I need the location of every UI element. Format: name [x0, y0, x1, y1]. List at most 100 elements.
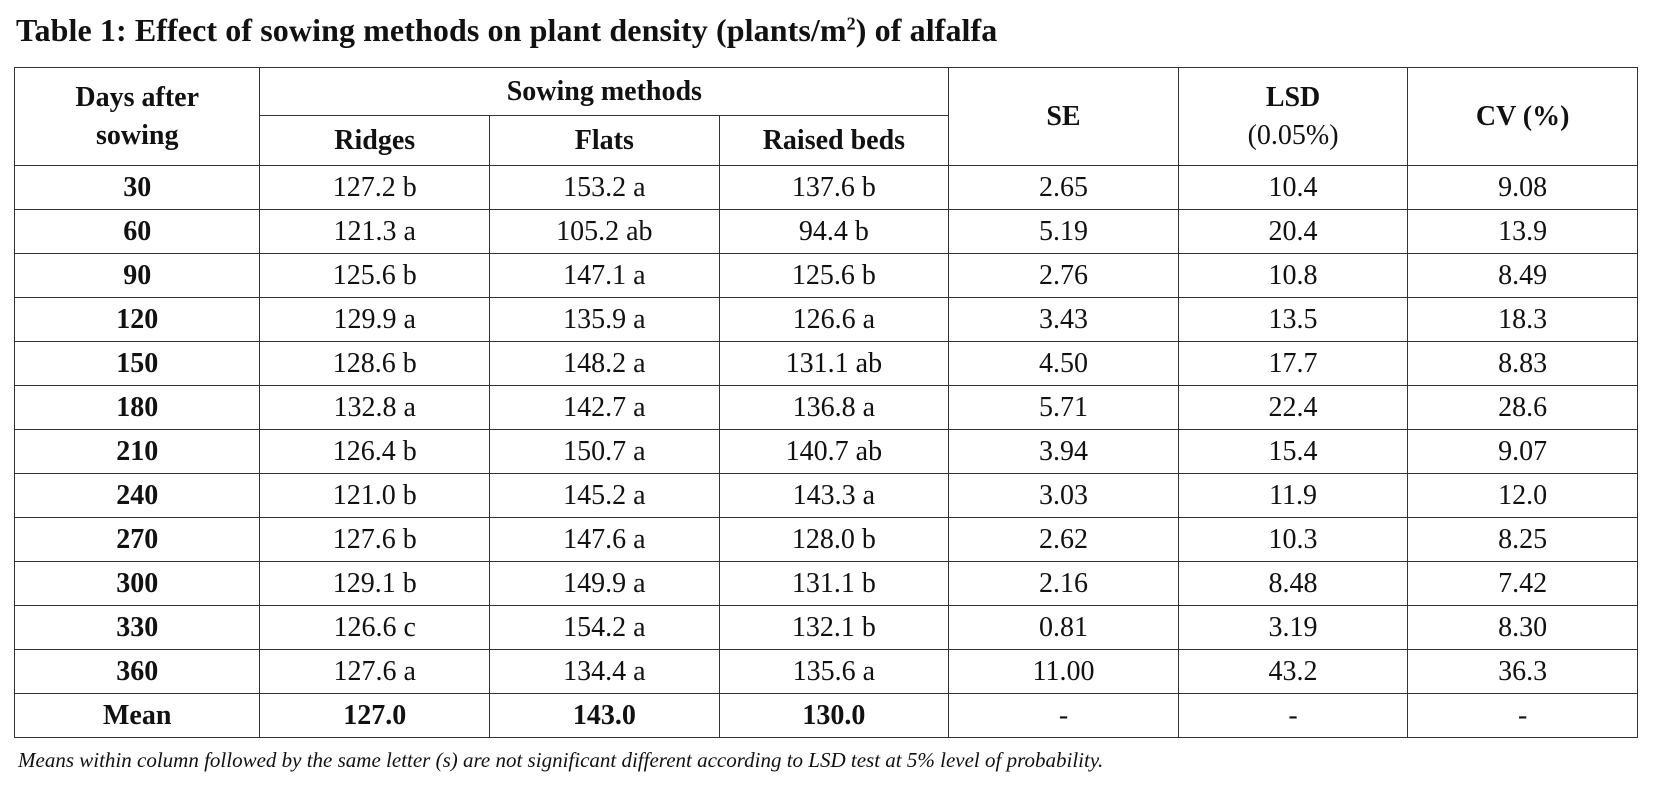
row-lsd-cell: 20.4 [1177, 209, 1409, 254]
row-se-cell: 2.62 [948, 517, 1179, 562]
row-flats-cell: 147.6 a [489, 517, 720, 562]
row-lsd-cell: 15.4 [1177, 429, 1409, 474]
row-raised-cell: 131.1 ab [718, 341, 950, 386]
lsd-header-line1: LSD [1265, 81, 1321, 113]
table-title: Table 1: Effect of sowing methods on pla… [16, 12, 997, 49]
cv-header: CV (%) [1407, 67, 1638, 166]
row-lsd-cell: 43.2 [1177, 649, 1409, 694]
raised-beds-header: Raised beds [718, 115, 950, 166]
mean-se-cell: - [948, 693, 1179, 738]
row-flats-cell: 145.2 a [489, 473, 720, 518]
row-ridges-cell: 132.8 a [259, 385, 491, 430]
row-flats-cell: 134.4 a [489, 649, 720, 694]
row-flats-cell: 105.2 ab [489, 209, 720, 254]
lsd-header: LSD (0.05%) [1177, 67, 1409, 166]
row-flats-cell: 135.9 a [489, 297, 720, 342]
mean-cv-cell: - [1407, 693, 1638, 738]
row-day-cell: 150 [13, 341, 261, 386]
row-lsd-cell: 10.4 [1177, 165, 1409, 210]
row-ridges-cell: 121.3 a [259, 209, 491, 254]
row-day-cell: 120 [13, 297, 261, 342]
row-cv-cell: 18.3 [1407, 297, 1638, 342]
row-flats-cell: 150.7 a [489, 429, 720, 474]
row-lsd-cell: 17.7 [1177, 341, 1409, 386]
mean-lsd-cell: - [1177, 693, 1409, 738]
mean-ridges-cell: 127.0 [259, 693, 491, 738]
days-header-line1: Days after [75, 81, 200, 113]
row-raised-cell: 140.7 ab [718, 429, 950, 474]
row-cv-cell: 13.9 [1407, 209, 1638, 254]
row-lsd-cell: 3.19 [1177, 605, 1409, 650]
lsd-header-line2: (0.05%) [1247, 119, 1339, 151]
row-ridges-cell: 125.6 b [259, 253, 491, 298]
row-raised-cell: 125.6 b [718, 253, 950, 298]
row-cv-cell: 8.25 [1407, 517, 1638, 562]
table-body: 30 127.2 b 153.2 a 137.6 b 2.65 10.4 9.08 60 121… [13, 165, 1638, 738]
row-raised-cell: 131.1 b [718, 561, 950, 606]
row-ridges-cell: 127.6 a [259, 649, 491, 694]
row-se-cell: 11.00 [948, 649, 1179, 694]
row-raised-cell: 128.0 b [718, 517, 950, 562]
row-raised-cell: 143.3 a [718, 473, 950, 518]
row-ridges-cell: 129.9 a [259, 297, 491, 342]
row-day-cell: 240 [13, 473, 261, 518]
row-cv-cell: 36.3 [1407, 649, 1638, 694]
row-ridges-cell: 126.6 c [259, 605, 491, 650]
row-day-cell: 210 [13, 429, 261, 474]
row-ridges-cell: 128.6 b [259, 341, 491, 386]
row-se-cell: 5.19 [948, 209, 1179, 254]
mean-label-cell: Mean [13, 693, 261, 738]
row-lsd-cell: 10.8 [1177, 253, 1409, 298]
row-flats-cell: 154.2 a [489, 605, 720, 650]
table-row: 240 121.0 b 145.2 a 143.3 a 3.03 11.9 12.0 [13, 473, 1638, 518]
row-cv-cell: 8.30 [1407, 605, 1638, 650]
row-day-cell: 300 [13, 561, 261, 606]
days-after-sowing-header: Days after sowing [13, 67, 261, 166]
row-day-cell: 180 [13, 385, 261, 430]
row-ridges-cell: 129.1 b [259, 561, 491, 606]
row-flats-cell: 142.7 a [489, 385, 720, 430]
days-header-line2: sowing [95, 119, 179, 151]
row-cv-cell: 7.42 [1407, 561, 1638, 606]
table-row: 360 127.6 a 134.4 a 135.6 a 11.00 43.2 36.3 [13, 649, 1638, 694]
row-lsd-cell: 8.48 [1177, 561, 1409, 606]
row-raised-cell: 126.6 a [718, 297, 950, 342]
row-flats-cell: 153.2 a [489, 165, 720, 210]
table-row: 210 126.4 b 150.7 a 140.7 ab 3.94 15.4 9.07 [13, 429, 1638, 474]
table-row: 330 126.6 c 154.2 a 132.1 b 0.81 3.19 8.30 [13, 605, 1638, 650]
row-cv-cell: 28.6 [1407, 385, 1638, 430]
row-se-cell: 3.03 [948, 473, 1179, 518]
row-day-cell: 30 [13, 165, 261, 210]
row-day-cell: 90 [13, 253, 261, 298]
table-row: 90 125.6 b 147.1 a 125.6 b 2.76 10.8 8.49 [13, 253, 1638, 298]
row-day-cell: 330 [13, 605, 261, 650]
row-se-cell: 3.94 [948, 429, 1179, 474]
table-title-end: ) of alfalfa [855, 12, 998, 48]
table-row: 270 127.6 b 147.6 a 128.0 b 2.62 10.3 8.25 [13, 517, 1638, 562]
row-flats-cell: 149.9 a [489, 561, 720, 606]
header-row-top: Days after sowing Sowing methods SE LSD (0… [13, 67, 1638, 166]
row-flats-cell: 148.2 a [489, 341, 720, 386]
row-se-cell: 2.16 [948, 561, 1179, 606]
mean-flats-cell: 143.0 [489, 693, 720, 738]
plant-density-table: Days after sowing Sowing methods SE LSD (0… [13, 67, 1638, 738]
row-cv-cell: 12.0 [1407, 473, 1638, 518]
row-raised-cell: 136.8 a [718, 385, 950, 430]
row-se-cell: 2.76 [948, 253, 1179, 298]
row-cv-cell: 9.08 [1407, 165, 1638, 210]
row-ridges-cell: 127.2 b [259, 165, 491, 210]
row-raised-cell: 137.6 b [718, 165, 950, 210]
row-lsd-cell: 13.5 [1177, 297, 1409, 342]
row-flats-cell: 147.1 a [489, 253, 720, 298]
row-raised-cell: 135.6 a [718, 649, 950, 694]
table-row: 30 127.2 b 153.2 a 137.6 b 2.65 10.4 9.08 [13, 165, 1638, 210]
row-se-cell: 2.65 [948, 165, 1179, 210]
table-row: 300 129.1 b 149.9 a 131.1 b 2.16 8.48 7.42 [13, 561, 1638, 606]
row-day-cell: 360 [13, 649, 261, 694]
row-se-cell: 3.43 [948, 297, 1179, 342]
table-row: 150 128.6 b 148.2 a 131.1 ab 4.50 17.7 8.83 [13, 341, 1638, 386]
row-se-cell: 4.50 [948, 341, 1179, 386]
row-lsd-cell: 10.3 [1177, 517, 1409, 562]
row-ridges-cell: 121.0 b [259, 473, 491, 518]
row-cv-cell: 8.83 [1407, 341, 1638, 386]
